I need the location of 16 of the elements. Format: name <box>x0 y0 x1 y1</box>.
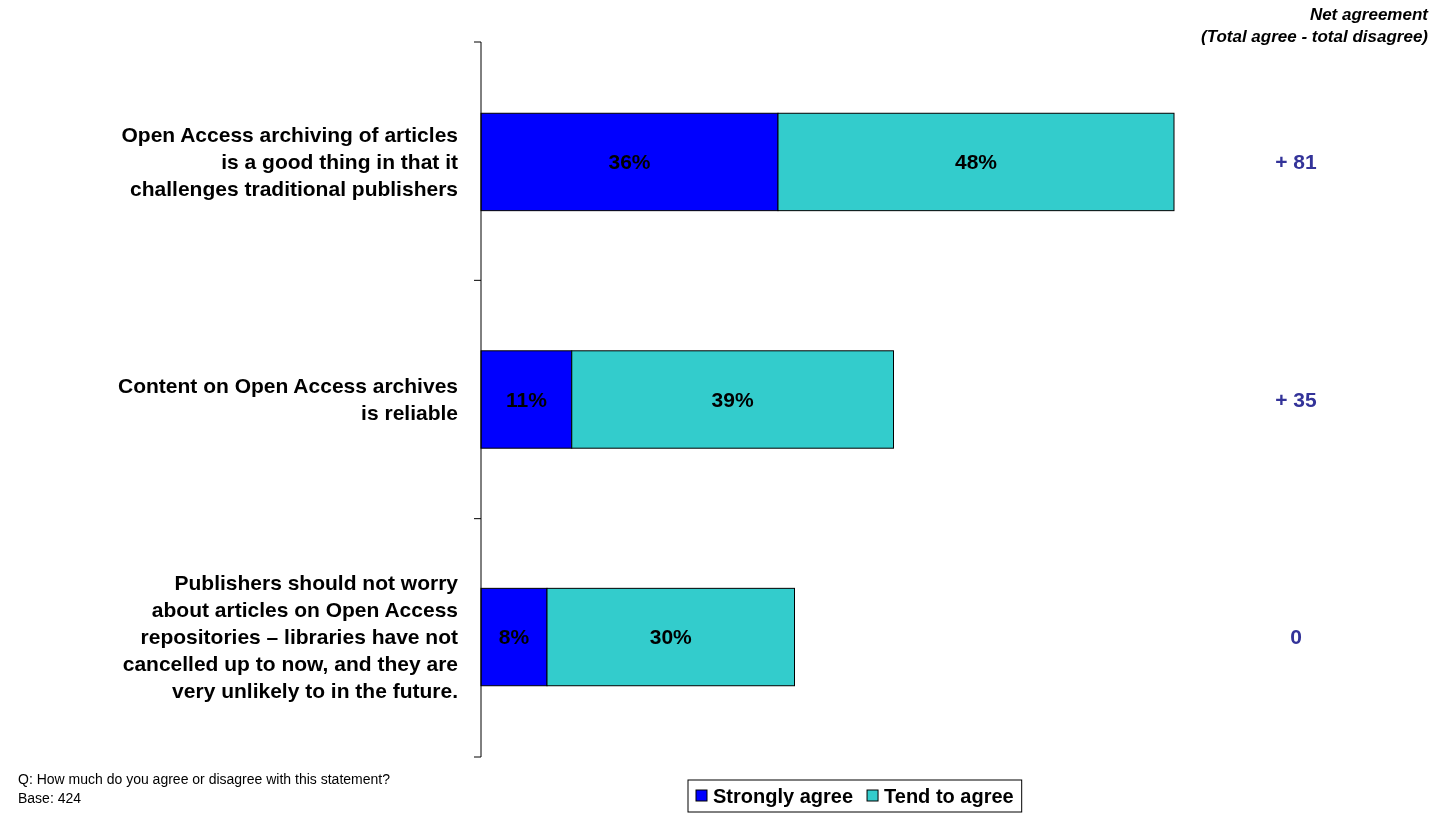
data-label: 8% <box>498 625 530 649</box>
y-tick-label: Publishers should not worry about articles on Open Access repositories – libraries have not cancelled up to now, and they are very unlikely to in the future. <box>122 571 459 703</box>
data-label: 48% <box>954 150 998 174</box>
text: Net agreement (Total agree - total disagree) <box>1200 5 1430 46</box>
data-label: 11% <box>505 387 548 411</box>
data-label: 30% <box>649 625 693 649</box>
legend-label: Tend to agree <box>884 785 1014 807</box>
text: + 81 <box>1275 150 1318 174</box>
data-label: 36% <box>608 150 651 174</box>
data-label: 39% <box>711 387 754 411</box>
text: 0 <box>1290 625 1302 649</box>
y-tick-label: Content on Open Access archives is reliable <box>118 374 458 425</box>
text: Q: How much do you agree or disagree with this statement? Base: 424 <box>18 771 391 806</box>
y-tick-label: Open Access archiving of articles is a good thing in that it challenges traditional publishers <box>121 123 458 201</box>
legend-label: Strongly agree <box>713 785 854 807</box>
text: + 35 <box>1275 387 1318 411</box>
